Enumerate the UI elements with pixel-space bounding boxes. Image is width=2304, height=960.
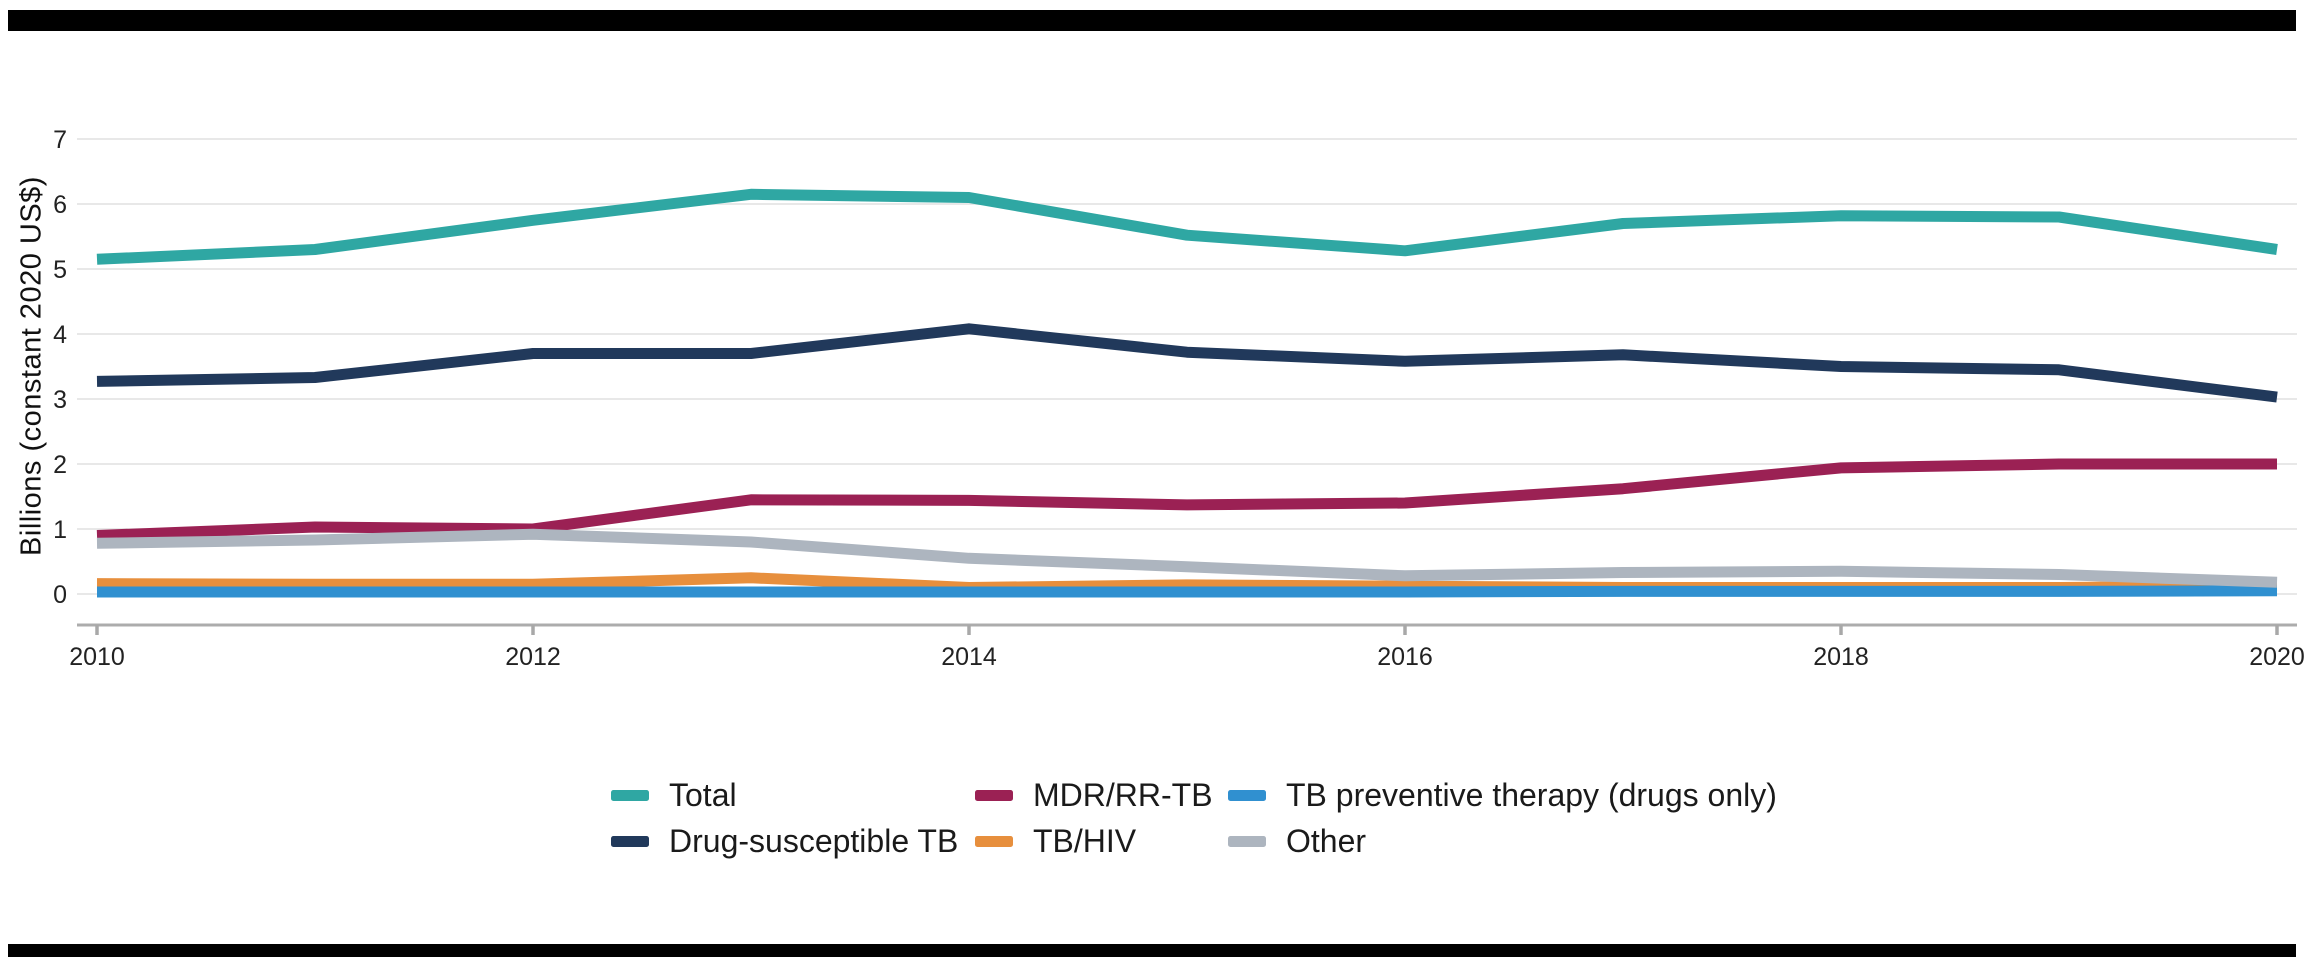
- legend-swatch-drug-susceptible-tb: [611, 835, 649, 847]
- y-tick-label-4: 4: [53, 321, 67, 349]
- legend-label-other: Other: [1286, 822, 1367, 859]
- y-tick-label-1: 1: [53, 516, 67, 544]
- legend-item-tb-hiv: TB/HIV: [975, 819, 1136, 863]
- y-tick-label-7: 7: [53, 126, 67, 154]
- series-line-drug-susceptible-tb: [96, 323, 2278, 403]
- y-tick-label-5: 5: [53, 256, 67, 284]
- y-tick-label-2: 2: [53, 451, 67, 479]
- legend-item-total: Total: [611, 773, 737, 817]
- series-line-tb-preventive-therapy-drugs-only: [97, 585, 2278, 598]
- series-line-total: [96, 188, 2278, 265]
- legend-swatch-tb-hiv: [975, 835, 1013, 847]
- x-tick-label-2010: 2010: [69, 643, 125, 671]
- top-rule: [8, 10, 2296, 31]
- legend-label-tb-preventive-therapy-drugs-only: TB preventive therapy (drugs only): [1286, 776, 1777, 813]
- legend-item-other: Other: [1228, 819, 1366, 863]
- legend-swatch-total: [611, 789, 649, 801]
- legend-label-mdr-rr-tb: MDR/RR-TB: [1033, 776, 1213, 813]
- legend-label-total: Total: [669, 776, 737, 813]
- legend-item-mdr-rr-tb: MDR/RR-TB: [975, 773, 1213, 817]
- x-tick-label-2012: 2012: [505, 643, 561, 671]
- legend-item-drug-susceptible-tb: Drug-susceptible TB: [611, 819, 958, 863]
- y-tick-label-6: 6: [53, 191, 67, 219]
- x-tick-label-2020: 2020: [2249, 643, 2304, 671]
- legend-swatch-tb-preventive-therapy-drugs-only: [1228, 789, 1266, 801]
- legend-item-tb-preventive-therapy-drugs-only: TB preventive therapy (drugs only): [1228, 773, 1777, 817]
- x-tick-label-2014: 2014: [941, 643, 997, 671]
- x-tick-label-2016: 2016: [1377, 643, 1433, 671]
- legend-label-tb-hiv: TB/HIV: [1033, 822, 1137, 859]
- y-tick-label-3: 3: [53, 386, 67, 414]
- legend-label-drug-susceptible-tb: Drug-susceptible TB: [669, 822, 959, 859]
- x-tick-label-2018: 2018: [1813, 643, 1869, 671]
- series-line-other: [96, 528, 2278, 588]
- y-tick-label-0: 0: [53, 581, 67, 609]
- legend-swatch-other: [1228, 835, 1266, 847]
- series-line-mdr-rr-tb: [96, 458, 2277, 541]
- bottom-rule: [8, 944, 2296, 957]
- legend-swatch-mdr-rr-tb: [975, 789, 1013, 801]
- y-axis-title-text: Billions (constant 2020 US$): [15, 176, 48, 556]
